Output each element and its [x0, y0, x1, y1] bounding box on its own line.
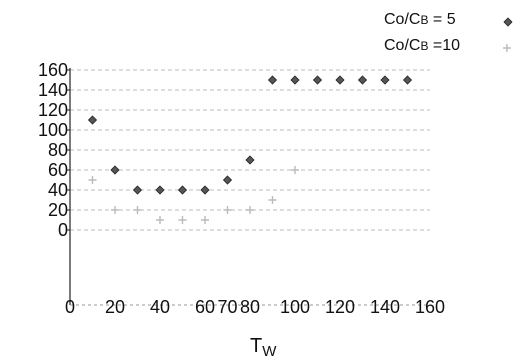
data-point-plus	[88, 176, 97, 184]
y-tick-label: 160	[38, 60, 68, 80]
data-point-diamond	[110, 165, 120, 175]
data-point-diamond	[222, 175, 233, 185]
y-tick-label: 0	[58, 220, 68, 240]
legend-marker	[503, 17, 513, 27]
data-point-diamond	[380, 75, 390, 85]
data-point-diamond	[132, 185, 143, 195]
data-point-plus	[201, 216, 209, 224]
y-tick-label: 100	[38, 120, 68, 140]
legend-label: Co/CB = 5	[384, 11, 456, 28]
data-point-plus	[133, 206, 142, 214]
x-tick-label: 100	[280, 297, 310, 317]
data-point-diamond	[402, 75, 413, 85]
data-points	[87, 75, 413, 224]
data-point-diamond	[312, 75, 323, 85]
data-point-diamond	[155, 185, 165, 195]
y-tick-label: 140	[38, 80, 68, 100]
data-point-plus	[246, 206, 254, 214]
x-tick-label: 160	[415, 297, 445, 317]
x-tick-label: 60	[195, 297, 215, 317]
data-point-diamond	[290, 75, 300, 85]
y-tick-label: 20	[48, 200, 68, 220]
series-2	[88, 166, 299, 224]
x-tick-label: 140	[370, 297, 400, 317]
data-point-diamond	[87, 115, 98, 125]
axes	[69, 68, 430, 306]
x-tick-label: 80	[240, 297, 260, 317]
data-point-plus	[156, 216, 164, 224]
x-tick-label: 20	[105, 297, 125, 317]
data-point-diamond	[267, 75, 278, 85]
data-point-diamond	[200, 185, 210, 195]
data-point-diamond	[335, 75, 345, 85]
y-tick-label: 60	[48, 160, 68, 180]
x-tick-labels: 0 20 40 60 70 80 100 120 140 160	[65, 297, 445, 317]
x-tick-label: 120	[325, 297, 355, 317]
data-point-plus	[291, 166, 299, 174]
data-point-plus	[268, 196, 277, 204]
data-point-diamond	[177, 185, 188, 195]
data-point-plus	[111, 206, 119, 214]
x-tick-label: 0	[65, 297, 75, 317]
legend-label: Co/CB =10	[384, 37, 460, 54]
series-1	[87, 75, 413, 195]
x-axis-label: TW	[250, 335, 277, 360]
x-tick-label: 70	[217, 297, 237, 317]
data-point-plus	[178, 216, 187, 224]
y-tick-label: 120	[38, 100, 68, 120]
legend: Co/CB = 5 Co/CB =10	[384, 11, 513, 54]
grid-lines	[70, 69, 430, 231]
data-point-plus	[223, 206, 232, 214]
data-point-diamond	[245, 155, 255, 165]
y-tick-label: 80	[48, 140, 68, 160]
data-point-diamond	[357, 75, 368, 85]
y-tick-label: 40	[48, 180, 68, 200]
x-tick-label: 40	[150, 297, 170, 317]
legend-marker	[503, 44, 511, 52]
